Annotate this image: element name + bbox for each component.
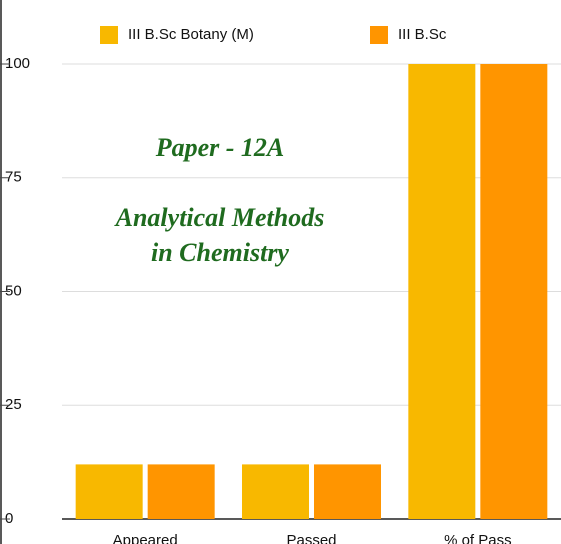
legend-label: III B.Sc Botany (M) xyxy=(128,26,254,43)
bar xyxy=(314,464,381,519)
bar xyxy=(408,64,476,519)
annotation: Paper - 12A xyxy=(155,133,285,162)
annotation: in Chemistry xyxy=(151,238,289,267)
y-tick-label: 100 xyxy=(5,55,30,72)
y-tick-label: 75 xyxy=(5,169,22,186)
bar xyxy=(147,464,215,519)
x-tick-label: % of Pass xyxy=(444,532,512,544)
bar xyxy=(242,464,309,519)
x-tick-label: Passed xyxy=(286,532,336,544)
bar xyxy=(480,64,548,519)
legend-label: III B.Sc xyxy=(398,26,447,43)
y-tick-label: 25 xyxy=(5,396,22,413)
y-tick-label: 50 xyxy=(5,282,22,299)
annotation: Analytical Methods xyxy=(114,203,325,232)
bar xyxy=(75,464,143,519)
legend-swatch xyxy=(370,26,388,44)
y-tick-label: 0 xyxy=(5,510,13,527)
x-tick-label: Appeared xyxy=(113,532,178,544)
legend-swatch xyxy=(100,26,118,44)
